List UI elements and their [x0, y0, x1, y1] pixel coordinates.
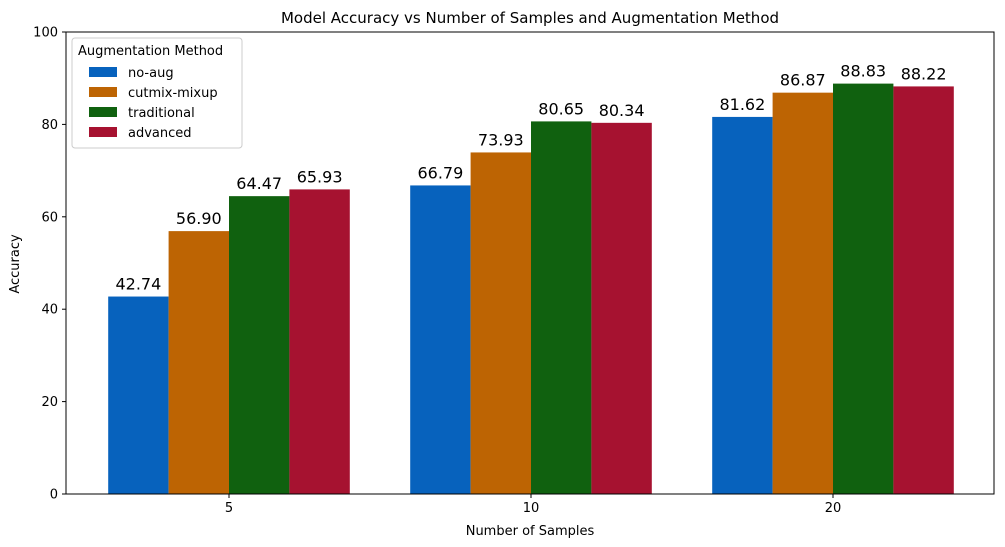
- data-label-traditional-10: 80.65: [538, 99, 584, 118]
- data-label-advanced-10: 80.34: [599, 101, 645, 120]
- legend-swatch-advanced: [89, 127, 117, 137]
- bar-no-aug-5: [108, 296, 169, 494]
- y-axis-label: Accuracy: [8, 234, 23, 294]
- legend-label-cutmix-mixup: cutmix-mixup: [128, 86, 218, 101]
- axes-group: 0 20 40 60 80 100 5 10 20: [33, 26, 995, 516]
- y-tick-label-20: 20: [41, 395, 58, 410]
- y-tick-label-0: 0: [50, 488, 58, 503]
- data-label-traditional-5: 64.47: [236, 174, 282, 193]
- bar-traditional-5: [229, 196, 290, 494]
- legend-swatch-cutmix-mixup: [89, 87, 117, 97]
- data-label-cutmix-mixup-5: 56.90: [176, 209, 222, 228]
- legend-label-advanced: advanced: [128, 126, 192, 141]
- bar-no-aug-10: [410, 185, 471, 494]
- data-label-traditional-20: 88.83: [840, 62, 886, 81]
- legend-swatch-traditional: [89, 107, 117, 117]
- bar-advanced-5: [289, 189, 350, 494]
- x-tick-label-20: 20: [825, 501, 842, 516]
- y-tick-label-100: 100: [33, 26, 58, 41]
- bars-group: [108, 83, 954, 495]
- y-tick-label-80: 80: [41, 118, 58, 133]
- bar-advanced-10: [591, 122, 652, 494]
- bar-traditional-20: [833, 83, 894, 495]
- bar-traditional-10: [531, 121, 592, 495]
- legend-swatch-no-aug: [89, 67, 117, 77]
- legend-box: [71, 37, 243, 149]
- data-label-cutmix-mixup-20: 86.87: [780, 71, 826, 90]
- legend: Augmentation Method no-aug cutmix-mixup tra…: [71, 37, 243, 149]
- legend-title: Augmentation Method: [78, 44, 223, 59]
- data-labels-group: 42.74 56.90 64.47 65.93 66.79 73.93 80.65 80.34…: [115, 62, 946, 294]
- legend-label-traditional: traditional: [128, 106, 195, 121]
- bar-no-aug-20: [712, 116, 773, 495]
- data-label-no-aug-20: 81.62: [719, 95, 765, 114]
- bar-cutmix-mixup-10: [470, 152, 531, 494]
- bar-cutmix-mixup-20: [772, 92, 833, 494]
- plot-frame: [65, 31, 995, 495]
- y-tick-label-40: 40: [41, 303, 58, 318]
- chart-title: Model Accuracy vs Number of Samples and …: [281, 9, 779, 27]
- bar-cutmix-mixup-5: [168, 231, 229, 494]
- data-label-no-aug-5: 42.74: [115, 275, 161, 294]
- y-tick-label-60: 60: [41, 210, 58, 225]
- x-axis-label: Number of Samples: [466, 524, 595, 539]
- data-label-advanced-5: 65.93: [297, 167, 343, 186]
- data-label-advanced-20: 88.22: [901, 64, 947, 83]
- bar-advanced-20: [893, 86, 954, 495]
- x-tick-label-5: 5: [225, 501, 233, 516]
- x-tick-label-10: 10: [523, 501, 540, 516]
- legend-label-no-aug: no-aug: [128, 66, 174, 81]
- data-label-no-aug-10: 66.79: [417, 163, 463, 182]
- data-label-cutmix-mixup-10: 73.93: [478, 130, 524, 149]
